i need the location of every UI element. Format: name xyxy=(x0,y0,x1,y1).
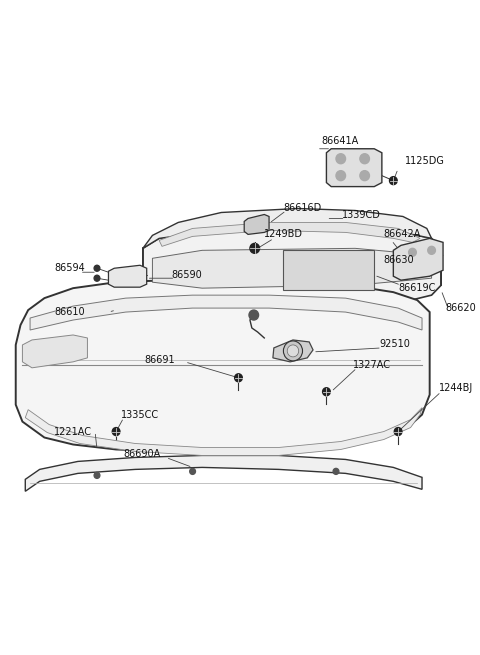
Circle shape xyxy=(283,341,302,361)
Circle shape xyxy=(336,171,346,181)
Circle shape xyxy=(112,428,120,436)
Polygon shape xyxy=(273,340,313,362)
Text: 86642A: 86642A xyxy=(384,229,421,239)
Text: 1327AC: 1327AC xyxy=(353,360,391,370)
Text: 1249BD: 1249BD xyxy=(264,229,303,239)
Polygon shape xyxy=(326,149,382,187)
Circle shape xyxy=(94,275,100,281)
Circle shape xyxy=(323,388,330,396)
Polygon shape xyxy=(153,248,432,288)
Text: 86691: 86691 xyxy=(145,355,175,365)
Text: 86641A: 86641A xyxy=(322,136,359,146)
Circle shape xyxy=(190,468,195,474)
Text: 86690A: 86690A xyxy=(124,449,161,459)
Polygon shape xyxy=(25,455,422,491)
Circle shape xyxy=(336,154,346,164)
Text: 86594: 86594 xyxy=(54,263,84,273)
Text: 86610: 86610 xyxy=(54,307,84,317)
Circle shape xyxy=(333,468,339,474)
Text: 92510: 92510 xyxy=(379,339,410,349)
Circle shape xyxy=(287,345,299,357)
Polygon shape xyxy=(283,250,374,290)
Circle shape xyxy=(394,428,402,436)
Circle shape xyxy=(94,472,100,478)
Polygon shape xyxy=(159,223,420,246)
Polygon shape xyxy=(108,265,147,287)
Circle shape xyxy=(235,374,242,382)
Circle shape xyxy=(389,177,397,185)
Text: 86590: 86590 xyxy=(171,271,202,280)
Text: 86620: 86620 xyxy=(445,303,476,313)
Text: 86616D: 86616D xyxy=(283,202,322,212)
Polygon shape xyxy=(30,295,422,330)
Polygon shape xyxy=(393,238,443,280)
Text: 1125DG: 1125DG xyxy=(405,156,444,166)
Polygon shape xyxy=(25,407,422,455)
Text: 1221AC: 1221AC xyxy=(54,426,92,436)
Circle shape xyxy=(250,244,260,253)
Polygon shape xyxy=(143,208,432,248)
Polygon shape xyxy=(16,280,430,451)
Text: 86619C: 86619C xyxy=(398,283,435,293)
Circle shape xyxy=(360,171,370,181)
Circle shape xyxy=(428,246,435,254)
Circle shape xyxy=(249,310,259,320)
Polygon shape xyxy=(244,214,269,234)
Text: 1335CC: 1335CC xyxy=(121,409,159,420)
Circle shape xyxy=(408,248,416,256)
Text: 86630: 86630 xyxy=(384,255,414,265)
Polygon shape xyxy=(23,335,87,368)
Circle shape xyxy=(94,265,100,271)
Text: 1339CD: 1339CD xyxy=(342,210,381,221)
Circle shape xyxy=(360,154,370,164)
Text: 1244BJ: 1244BJ xyxy=(439,383,473,393)
Polygon shape xyxy=(143,229,441,312)
